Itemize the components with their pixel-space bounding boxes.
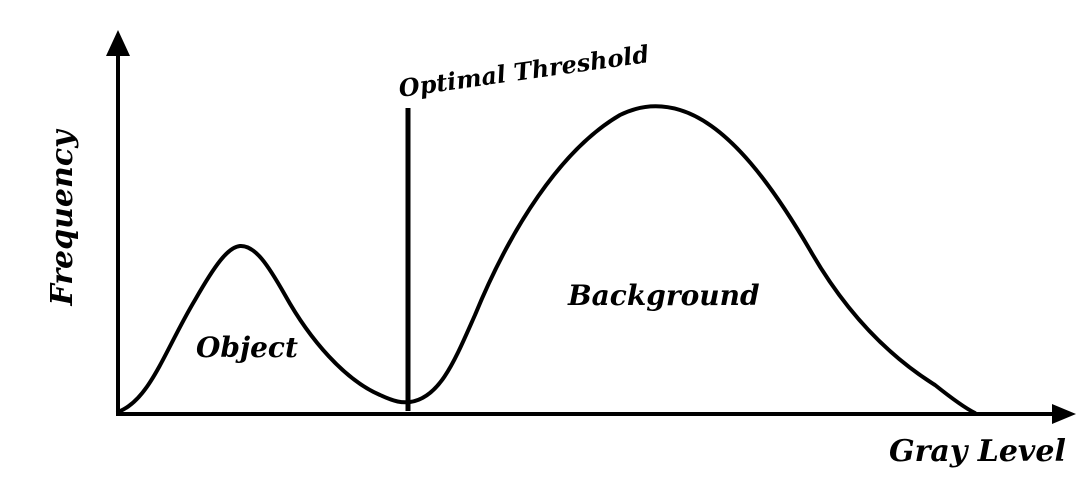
y-axis-arrowhead (106, 30, 130, 56)
background-label: Background (567, 279, 760, 312)
x-axis-arrowhead (1052, 404, 1076, 424)
object-label: Object (196, 331, 298, 364)
threshold-label: Optimal Threshold (397, 39, 651, 103)
x-axis-label: Gray Level (889, 434, 1066, 469)
y-axis-label: Frequency (45, 128, 80, 307)
histogram-curve (116, 104, 977, 415)
